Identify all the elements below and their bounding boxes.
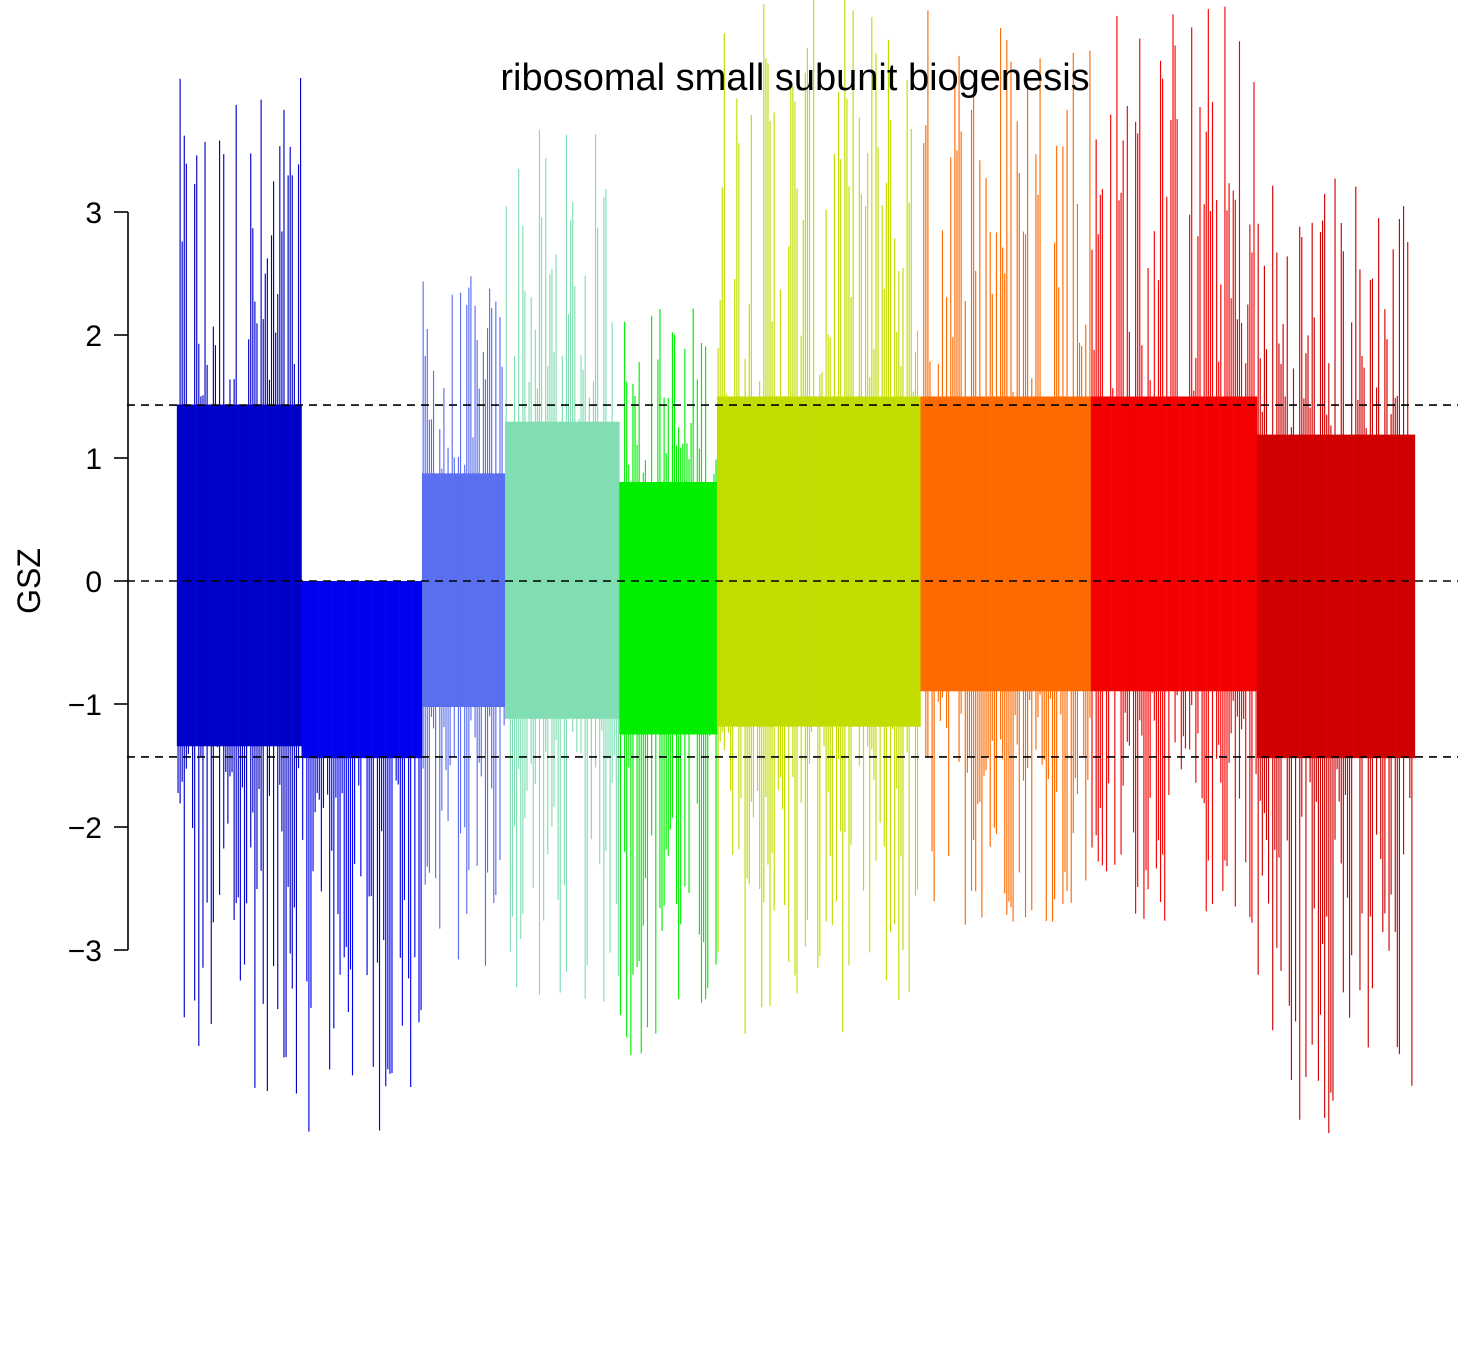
bar-group-1 [176,78,302,1094]
bar-group-4 [505,129,620,1002]
bar-group-7 [920,10,1092,925]
chart-title: ribosomal small subunit biogenesis [500,57,1089,99]
bar-group-2 [301,581,423,1132]
y-tick-label: 0 [85,566,102,599]
y-tick-label: 2 [85,320,102,353]
y-tick-label: −2 [68,812,102,845]
reference-lines [127,404,1458,758]
bar-group-6 [716,0,921,1034]
y-tick-label: 1 [85,443,102,476]
bar-series-group [176,0,1416,1134]
y-axis-title: GSZ [11,548,47,614]
y-tick-label: −1 [68,689,102,722]
y-tick-label: −3 [68,935,102,968]
bar-group-9 [1256,178,1416,1134]
y-tick-label: 3 [85,197,102,230]
bar-group-3 [421,276,506,966]
bar-group-5 [619,308,718,1056]
y-axis: 3 2 1 0 −1 −2 −3 [68,197,129,968]
bar-group-8 [1090,6,1258,923]
